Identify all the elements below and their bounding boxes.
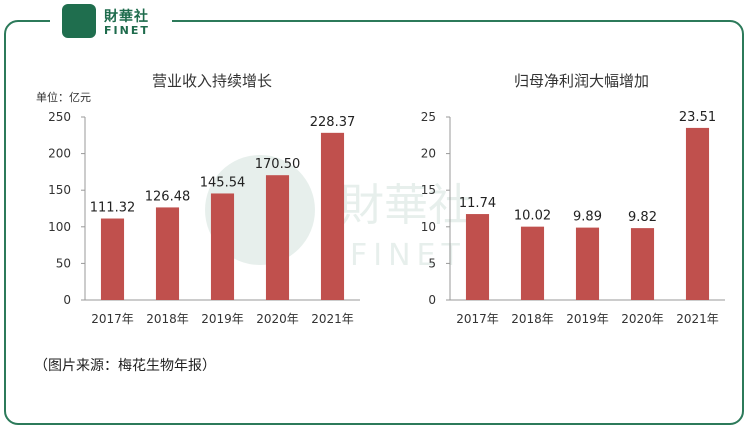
bar (520, 226, 545, 300)
bar (265, 175, 290, 300)
bar (155, 207, 180, 300)
bar (100, 218, 125, 300)
unit-label: 单位：亿元 (36, 91, 91, 104)
data-label: 111.32 (90, 201, 136, 216)
bar (465, 214, 490, 300)
y-tick-label: 25 (421, 110, 436, 124)
x-tick-label: 2018年 (511, 312, 554, 326)
x-tick-label: 2017年 (91, 312, 134, 326)
y-tick-label: 150 (48, 183, 71, 197)
data-label: 170.50 (255, 157, 301, 172)
bar (685, 127, 710, 300)
y-tick-label: 15 (421, 183, 436, 197)
chart-title-revenue: 营业收入持续增长 (152, 72, 273, 90)
x-tick-label: 2021年 (311, 312, 354, 326)
data-label: 9.82 (628, 210, 657, 225)
finet-logo: 財華社 FINET (50, 0, 172, 46)
x-tick-label: 2019年 (566, 312, 609, 326)
bar (630, 228, 655, 300)
data-label: 126.48 (145, 189, 191, 204)
logo-seal-icon (62, 4, 96, 38)
bar (210, 193, 235, 300)
data-label: 23.51 (679, 110, 716, 125)
y-tick-label: 0 (63, 293, 71, 307)
x-tick-label: 2020年 (621, 312, 664, 326)
y-tick-label: 250 (48, 110, 71, 124)
source-note: （图片来源：梅花生物年报） (34, 358, 216, 374)
x-tick-label: 2021年 (676, 312, 719, 326)
y-tick-label: 0 (428, 293, 436, 307)
bar (575, 227, 600, 300)
content-frame (4, 20, 744, 425)
logo-chinese-text: 財華社 (104, 9, 149, 25)
revenue-chart: 0 50 100 150 200 250 111.32 2017年 126.48 2018年 145… (48, 110, 360, 326)
bar (320, 132, 345, 300)
x-tick-label: 2020年 (256, 312, 299, 326)
y-tick-label: 5 (428, 256, 436, 270)
x-tick-label: 2018年 (146, 312, 189, 326)
y-tick-label: 200 (48, 147, 71, 161)
y-tick-label: 10 (421, 220, 436, 234)
logo-english-text: FINET (104, 24, 150, 37)
y-tick-label: 20 (421, 147, 436, 161)
y-tick-label: 50 (56, 256, 71, 270)
data-label: 11.74 (459, 196, 496, 211)
data-label: 145.54 (200, 175, 246, 190)
x-tick-label: 2019年 (201, 312, 244, 326)
net-profit-chart: 0 5 10 15 20 25 11.74 2017年 10.02 2018年 9.89 2019年 9… (421, 110, 725, 326)
y-tick-label: 100 (48, 220, 71, 234)
x-tick-label: 2017年 (456, 312, 499, 326)
data-label: 10.02 (514, 209, 551, 224)
data-label: 9.89 (573, 210, 602, 225)
data-label: 228.37 (310, 115, 356, 130)
chart-title-net-profit: 归母净利润大幅增加 (514, 72, 650, 90)
